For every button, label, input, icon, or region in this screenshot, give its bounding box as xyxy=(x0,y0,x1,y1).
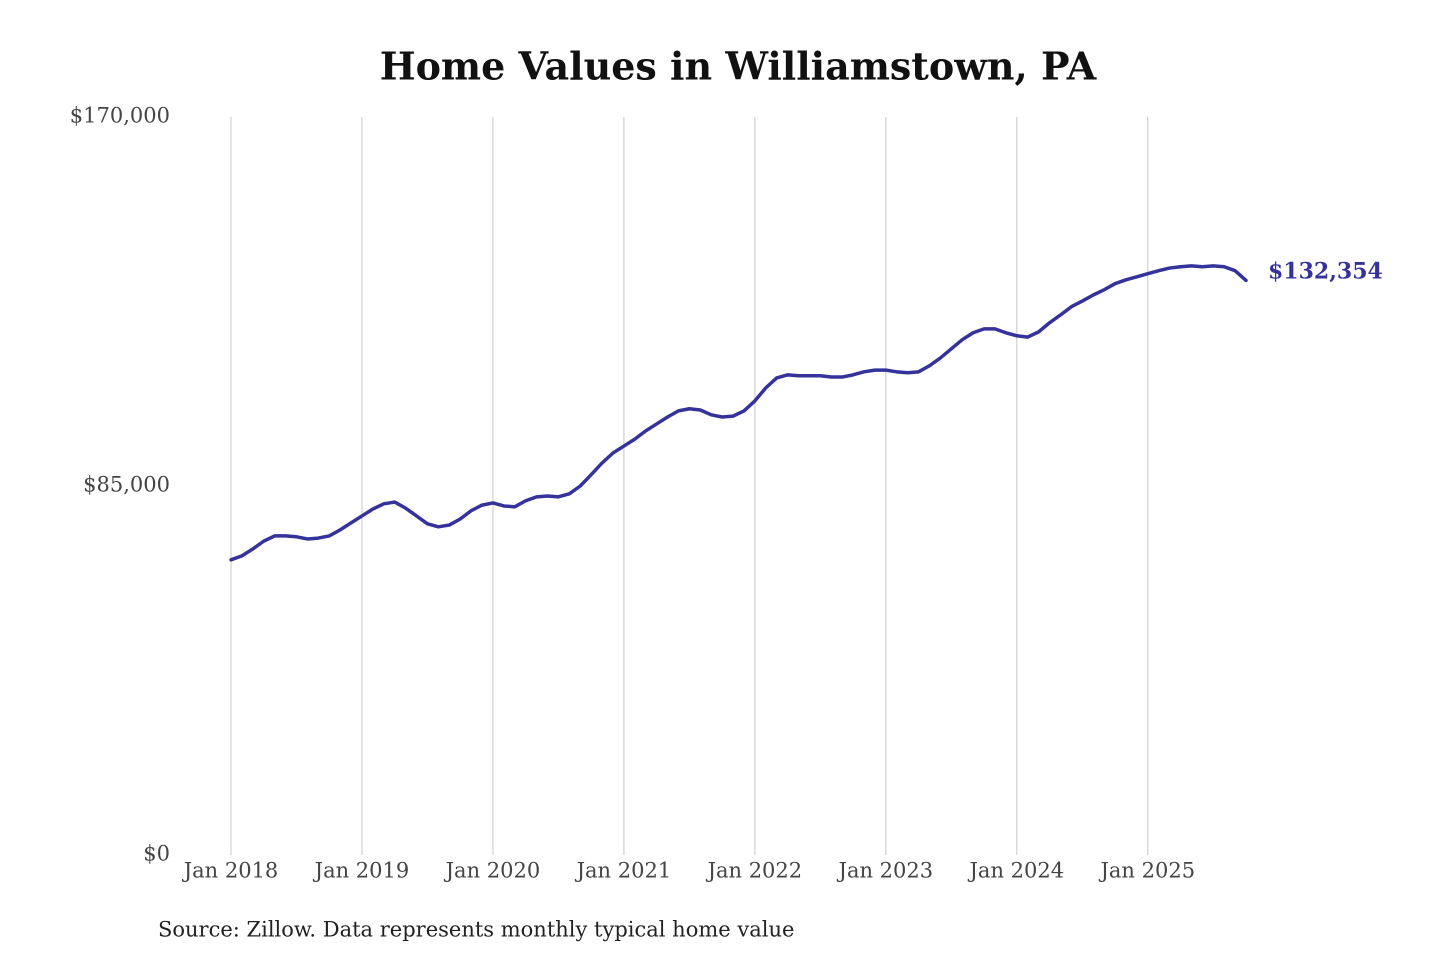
x-tick-label: Jan 2018 xyxy=(182,859,279,883)
x-tick-label: Jan 2024 xyxy=(968,859,1065,883)
x-tick-label: Jan 2022 xyxy=(706,859,803,883)
data-line xyxy=(229,264,1248,562)
y-tick-label: $0 xyxy=(143,842,170,866)
x-tick-label: Jan 2021 xyxy=(575,859,672,883)
x-tick-label: Jan 2023 xyxy=(837,859,934,883)
chart-title: Home Values in Williamstown, PA xyxy=(380,44,1097,89)
x-tick-label: Jan 2025 xyxy=(1098,859,1195,883)
source-note: Source: Zillow. Data represents monthly … xyxy=(158,918,794,942)
end-value-label: $132,354 xyxy=(1268,258,1383,284)
y-tick-label: $85,000 xyxy=(83,473,170,497)
y-tick-label: $170,000 xyxy=(70,104,170,128)
x-tick-label: Jan 2020 xyxy=(444,859,541,883)
x-tick-label: Jan 2019 xyxy=(313,859,410,883)
